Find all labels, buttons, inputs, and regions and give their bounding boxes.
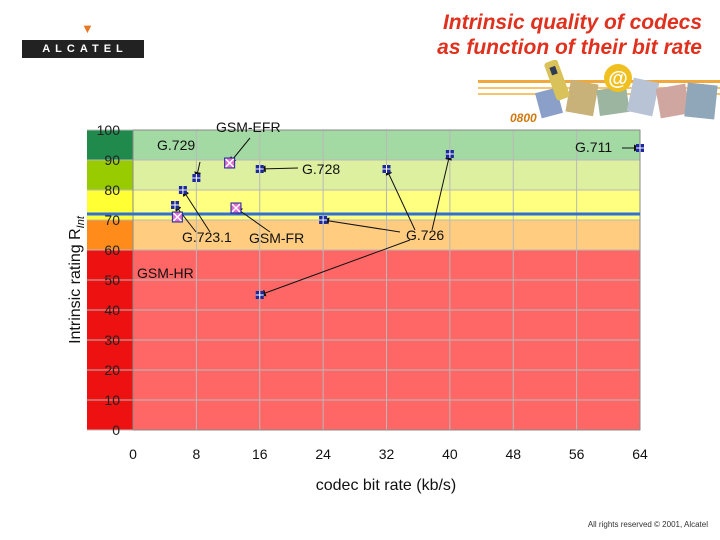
point-grid-lowrate [255,291,264,299]
y-tick-40: 40 [104,302,120,318]
label-g7231: G.723.1 [182,229,232,245]
point-cross-gsm_efr [225,158,235,168]
gridlines [87,129,641,431]
title-line-2: as function of their bit rate [437,36,702,59]
y-tick-10: 10 [104,392,120,408]
plot-border [132,129,641,431]
arrow-g726b [385,168,416,231]
axis-band-green [87,130,133,160]
alcatel-logo: ▼ ALCATEL [22,22,144,60]
arrow-lowrate [258,239,411,297]
x-tick-0: 0 [129,446,137,462]
y-tick-100: 100 [97,122,121,138]
annotation-arrows [174,137,641,297]
x-tick-labels: 0 8 16 24 32 40 48 56 64 [129,446,648,462]
y-axis-label-main: Intrinsic rating R [67,228,84,344]
x-tick-40: 40 [442,446,458,462]
svg-text:0800: 0800 [510,111,537,125]
point-grid-g711 [636,144,644,152]
annotation-labels: G.711 G.726 G.728 G.729 GSM-EFR GSM-FR G… [137,119,612,281]
arrow-g726c [322,217,401,233]
y-tick-80: 80 [104,182,120,198]
arrow-g7231_a [182,189,211,233]
point-grid-g729 [192,174,201,182]
label-g711: G.711 [575,139,612,155]
data-points [170,144,644,299]
decoration-collage: @ 0800 [510,60,718,125]
y-axis-label: Intrinsic rating RInt [67,215,87,344]
point-grid-g726c [319,216,328,224]
header-decoration-image: @ 0800 [478,60,720,125]
logo-triangle-icon: ▼ [81,21,94,36]
arrow-g726a [431,153,452,231]
label-gsm-fr: GSM-FR [249,230,304,246]
svg-text:@: @ [608,68,628,90]
point-grid-g726b [382,165,391,173]
y-tick-labels: 0 10 20 30 40 50 60 70 80 90 100 [97,122,121,438]
point-grid-g726a [445,150,454,158]
x-tick-32: 32 [379,446,395,462]
point-cross-gsm_hr [172,212,182,222]
label-gsm-hr: GSM-HR [137,265,194,281]
label-g728: G.728 [302,161,340,177]
point-grid-g7231_b [170,201,179,209]
slide-title: Intrinsic quality of codecs as function … [262,10,702,60]
label-g729: G.729 [157,137,195,153]
label-gsm-efr: GSM-EFR [216,119,281,135]
x-axis-label: codec bit rate (kb/s) [316,477,457,494]
y-tick-30: 30 [104,332,120,348]
y-tick-50: 50 [104,272,120,288]
y-tick-0: 0 [112,422,120,438]
y-tick-90: 90 [104,152,120,168]
title-line-1: Intrinsic quality of codecs [442,11,702,34]
point-grid-g7231_a [178,186,187,194]
copyright-notice: All rights reserved © 2001, Alcatel [587,520,708,529]
x-tick-8: 8 [192,446,200,462]
logo-wordmark: ALCATEL [22,40,144,58]
axis-band-orange [87,220,133,250]
x-tick-16: 16 [252,446,268,462]
y-axis-label-subscript: Int [75,215,87,228]
x-tick-48: 48 [505,446,521,462]
arrow-gsm_fr [235,207,271,233]
x-tick-64: 64 [632,446,648,462]
y-tick-20: 20 [104,362,120,378]
axis-band-lightgreen [87,160,133,190]
y-tick-70: 70 [104,212,120,228]
label-g726: G.726 [406,227,444,243]
x-tick-56: 56 [569,446,585,462]
arrow-g7231_b [174,204,197,233]
point-grid-g728 [255,165,264,173]
arrow-g728 [258,165,299,173]
y-tick-60: 60 [104,242,120,258]
point-cross-gsm_fr [231,203,241,213]
x-tick-24: 24 [315,446,331,462]
